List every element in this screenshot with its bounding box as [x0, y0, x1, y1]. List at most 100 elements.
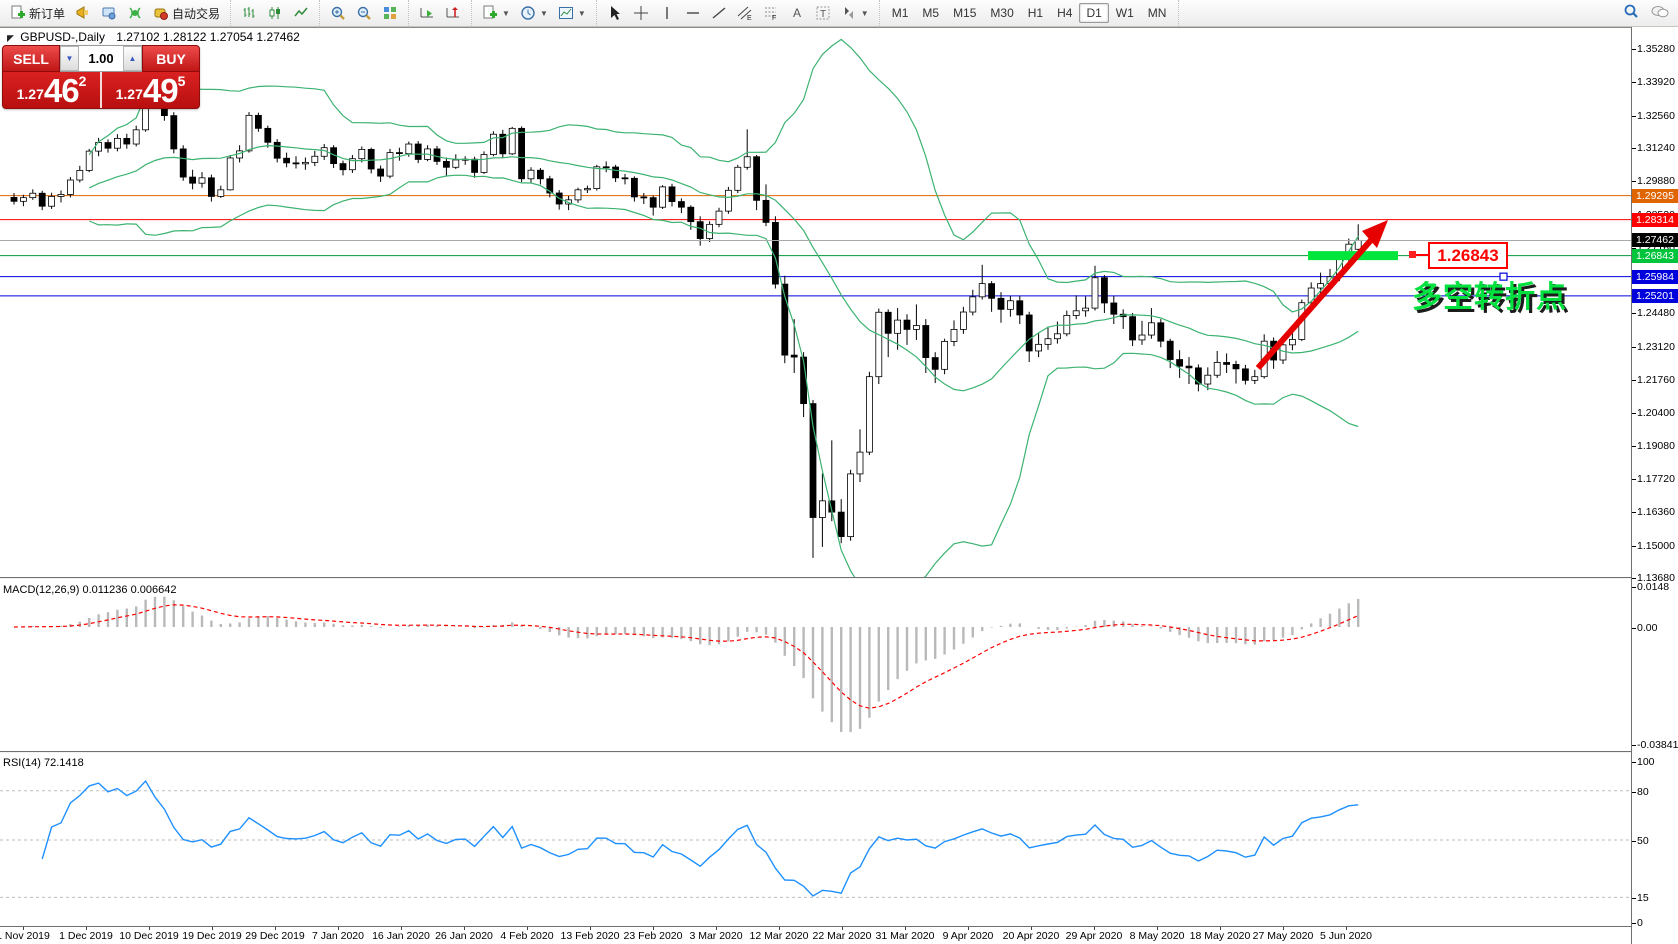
tf-button-h1[interactable]: H1 [1027, 6, 1044, 20]
tile-windows-button[interactable] [377, 2, 403, 24]
price-tick: 1.35280 [1632, 43, 1675, 55]
autotrading-button[interactable]: 自动交易 [148, 2, 225, 25]
buy-price[interactable]: 1.27 49 5 [115, 72, 186, 109]
highlight-bar[interactable] [1308, 251, 1398, 261]
buy-button[interactable]: BUY [142, 45, 200, 72]
zoom-out-icon [356, 5, 372, 21]
tf-button-mn[interactable]: MN [1147, 6, 1167, 20]
chart-shift-button[interactable] [440, 2, 466, 24]
hline-selection-handle[interactable] [1499, 272, 1508, 281]
channel-icon: E [737, 5, 753, 21]
date-label: 27 May 2020 [1252, 930, 1314, 942]
sell-button[interactable]: SELL [2, 45, 60, 72]
tf-button-m5[interactable]: M5 [922, 6, 940, 20]
date-label: 12 Mar 2020 [749, 930, 809, 942]
crosshair-button[interactable] [628, 2, 654, 24]
crosshair-icon [633, 5, 649, 21]
hline-button[interactable] [680, 2, 706, 24]
candlestick-button[interactable] [262, 2, 288, 24]
main-chart-pane[interactable] [0, 27, 1631, 577]
sell-price[interactable]: 1.27 46 2 [3, 72, 102, 108]
toolbar-group-scroll [409, 0, 473, 26]
price-tick: 1.23120 [1632, 341, 1675, 353]
fibonacci-icon: F [763, 5, 779, 21]
macd-pane[interactable] [0, 579, 1631, 751]
chat-icon[interactable] [1650, 3, 1670, 24]
pane-separator[interactable] [0, 751, 1631, 753]
date-label: 19 Dec 2019 [182, 930, 242, 942]
svg-text:T: T [820, 9, 826, 20]
channel-button[interactable]: E [732, 2, 758, 24]
templates-button[interactable]: ▼ [553, 2, 591, 24]
trend-arrow-head [1362, 220, 1388, 248]
date-axis[interactable]: 1 Nov 2019 1 Dec 2019 10 Dec 2019 19 Dec 20… [0, 926, 1631, 944]
autotrading-icon [153, 5, 169, 21]
price-axis[interactable]: 1.352801.339201.325601.312401.298801.285… [1631, 27, 1678, 944]
volume-increase-button[interactable]: ▲ [123, 46, 142, 71]
macd-label: MACD(12,26,9) 0.011236 0.006642 [3, 584, 177, 596]
tf-button-m1[interactable]: M1 [891, 6, 909, 20]
zoom-in-button[interactable] [325, 2, 351, 24]
autotrading-label: 自动交易 [172, 6, 221, 21]
text-button[interactable]: A [784, 2, 810, 24]
text-icon: A [789, 5, 805, 21]
shapes-button[interactable]: ▼ [836, 2, 874, 24]
signals-button[interactable] [122, 2, 148, 24]
trend-arrow[interactable] [1255, 237, 1375, 370]
bar-chart-button[interactable] [236, 2, 262, 24]
date-label: 7 Jan 2020 [312, 930, 364, 942]
date-label: 3 Mar 2020 [689, 930, 743, 942]
vline-button[interactable] [654, 2, 680, 24]
periods-button[interactable]: ▼ [515, 2, 553, 24]
price-label-1.29295: 1.29295 [1632, 188, 1678, 203]
news-button[interactable] [70, 2, 96, 24]
rsi-pane[interactable] [0, 753, 1631, 925]
new-order-button[interactable]: 新订单 [5, 2, 70, 25]
symbol-period: GBPUSD-,Daily [20, 30, 105, 44]
tf-button-h4[interactable]: H4 [1057, 6, 1073, 20]
zoom-out-button[interactable] [351, 2, 377, 24]
indicators-button[interactable]: ▼ [477, 2, 515, 24]
volume-input[interactable]: 1.00 [88, 51, 114, 66]
auto-scroll-icon [419, 5, 435, 21]
price-label-1.25201: 1.25201 [1632, 288, 1678, 303]
turning-point-annotation[interactable]: 多空转折点 [1412, 281, 1567, 314]
cursor-button[interactable] [602, 2, 628, 24]
toolbar: 新订单 自动交易 ▼ ▼ ▼ [0, 0, 1678, 27]
bar-chart-icon [241, 5, 257, 21]
volume-control: ▼ 1.00 ▲ [60, 45, 142, 72]
rsi-tick: 0 [1632, 917, 1643, 929]
date-label: 16 Jan 2020 [372, 930, 430, 942]
price-tick: 1.32560 [1632, 110, 1675, 122]
trendline-icon [711, 5, 727, 21]
tf-button-m15[interactable]: M15 [953, 6, 977, 20]
price-tick: 1.20400 [1632, 407, 1675, 419]
market-watch-button[interactable] [96, 2, 122, 24]
date-label: 18 May 2020 [1189, 930, 1251, 942]
search-icon[interactable] [1622, 3, 1640, 24]
line-chart-button[interactable] [288, 2, 314, 24]
tf-button-d1[interactable]: D1 [1079, 3, 1109, 23]
trendline-button[interactable] [706, 2, 732, 24]
volume-decrease-button[interactable]: ▼ [60, 46, 79, 71]
fibonacci-button[interactable]: F [758, 2, 784, 24]
macd-tick: -0.038415 [1632, 739, 1678, 751]
date-label: 22 Mar 2020 [812, 930, 872, 942]
tile-windows-icon [382, 5, 398, 21]
date-label: 8 May 2020 [1129, 930, 1185, 942]
date-label: 29 Apr 2020 [1065, 930, 1123, 942]
indicators-icon [482, 5, 498, 21]
pane-separator[interactable] [0, 577, 1631, 579]
cursor-icon [607, 5, 623, 21]
tf-button-w1[interactable]: W1 [1115, 6, 1134, 20]
level-price-label[interactable]: 1.26843 [1428, 242, 1508, 269]
hline-icon [685, 5, 701, 21]
rsi-tick: 50 [1632, 835, 1649, 847]
label-button[interactable]: T [810, 2, 836, 24]
auto-scroll-button[interactable] [414, 2, 440, 24]
line-chart-icon [293, 5, 309, 21]
tf-button-m30[interactable]: M30 [990, 6, 1014, 20]
date-label: 23 Feb 2020 [623, 930, 683, 942]
window-icon: ◤ [7, 33, 14, 43]
date-label: 26 Jan 2020 [435, 930, 493, 942]
